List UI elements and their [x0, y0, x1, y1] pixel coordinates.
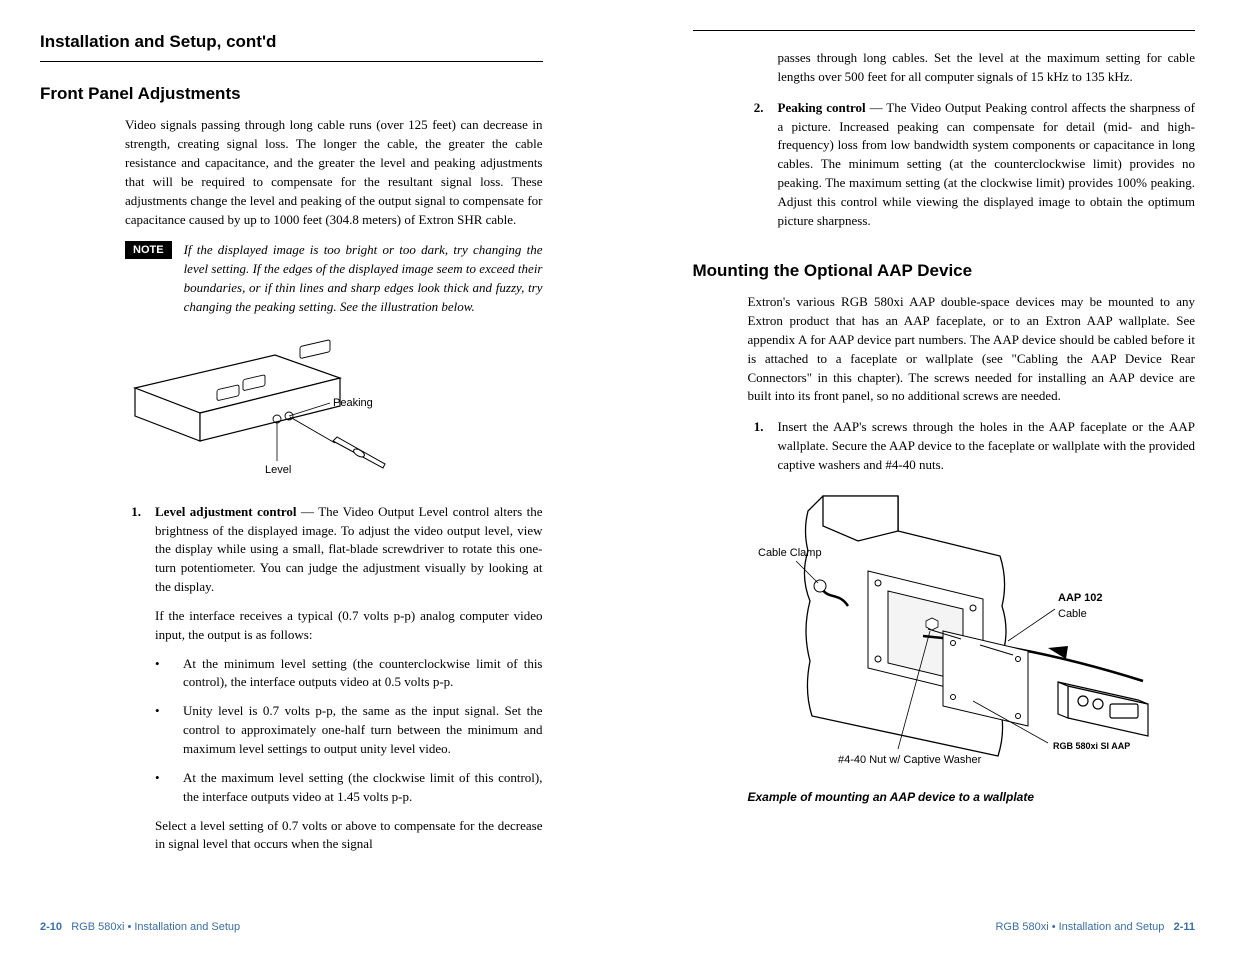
left-page: Installation and Setup, cont'd Front Pan… [40, 30, 543, 934]
footer-right: RGB 580xi • Installation and Setup 2-11 [995, 920, 1195, 936]
mounting-diagram: Cable Clamp AAP 102 Cable #4-40 Nut w/ C… [748, 491, 1196, 781]
label-nut: #4-40 Nut w/ Captive Washer [838, 754, 982, 766]
item-number: 1. [125, 503, 141, 597]
bullet-1: •At the minimum level setting (the count… [155, 655, 543, 693]
bullet-2: •Unity level is 0.7 volts p-p, the same … [155, 702, 543, 759]
continuation-text: passes through long cables. Set the leve… [778, 49, 1196, 87]
mounting-intro: Extron's various RGB 580xi AAP double-sp… [748, 293, 1196, 406]
bullet-3: •At the maximum level setting (the clock… [155, 769, 543, 807]
footer-left: 2-10 RGB 580xi • Installation and Setup [40, 920, 240, 936]
page-rule [693, 30, 1196, 31]
note-badge: NOTE [125, 241, 172, 259]
intro-paragraph: Video signals passing through long cable… [125, 116, 543, 229]
item1-lead: Level adjustment control [155, 504, 297, 519]
figure-caption: Example of mounting an AAP device to a w… [748, 789, 1196, 806]
list-item-1: 1. Level adjustment control — The Video … [125, 503, 543, 597]
label-aap102: AAP 102 [1058, 592, 1102, 604]
item1-sub1: If the interface receives a typical (0.7… [155, 607, 543, 645]
label-cable-clamp: Cable Clamp [758, 547, 822, 559]
chapter-title: Installation and Setup, cont'd [40, 30, 543, 62]
item2-lead: Peaking control [778, 100, 866, 115]
note-text: If the displayed image is too bright or … [184, 241, 543, 316]
diagram-label-level: Level [265, 464, 291, 476]
item2-text: — The Video Output Peaking control affec… [778, 100, 1196, 228]
diagram-label-peaking: Peaking [333, 397, 373, 409]
step-1: 1. Insert the AAP's screws through the h… [748, 418, 1196, 475]
section-title-front-panel: Front Panel Adjustments [40, 82, 543, 107]
item1-sub2: Select a level setting of 0.7 volts or a… [155, 817, 543, 855]
right-page: passes through long cables. Set the leve… [693, 30, 1196, 934]
page-spread: Installation and Setup, cont'd Front Pan… [40, 30, 1195, 934]
label-cable: Cable [1058, 608, 1087, 620]
note-block: NOTE If the displayed image is too brigh… [125, 241, 543, 316]
section-title-mounting: Mounting the Optional AAP Device [693, 259, 1196, 284]
label-product: RGB 580xi SI AAP [1053, 741, 1130, 751]
list-item-2: 2. Peaking control — The Video Output Pe… [748, 99, 1196, 231]
front-panel-diagram: Peaking Level [125, 333, 543, 483]
